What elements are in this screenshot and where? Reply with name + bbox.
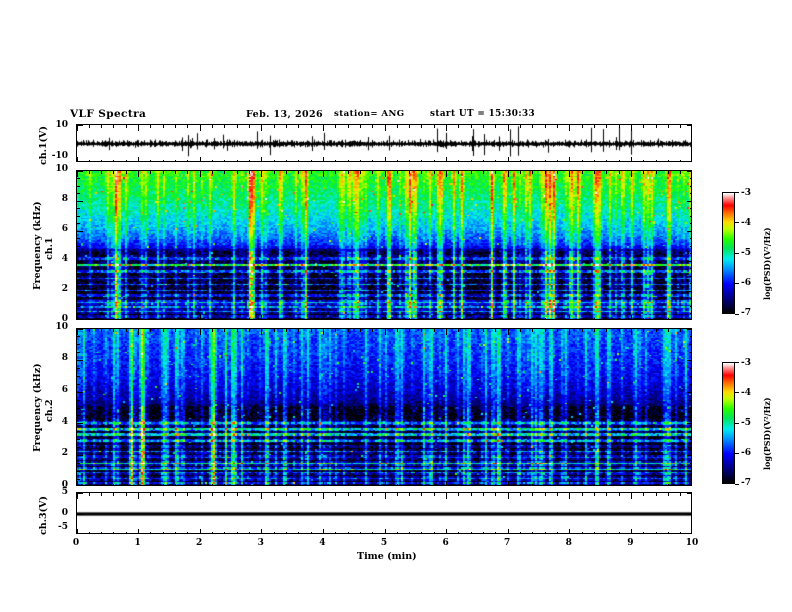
ch1-colorbar-title: log(PSD)(V²/Hz) <box>762 227 772 300</box>
ch1-freq-tick-0: 0 <box>61 314 68 324</box>
colorbar-tick <box>735 483 739 485</box>
x-axis-tick-label: 0 <box>72 538 80 548</box>
ch1-waveform-panel <box>76 124 692 162</box>
ch1-wave-tick-10: 10 <box>55 120 68 130</box>
x-axis-tick-label: 3 <box>257 538 264 548</box>
x-axis-tick-label: 8 <box>565 538 572 548</box>
ch1-channel-axis-label: ch.1 <box>44 237 55 260</box>
ch1-cbar-tick-m3: -3 <box>741 188 751 198</box>
ch2-cbar-tick-m4: -4 <box>741 388 751 398</box>
ch2-colorbar-canvas <box>723 363 734 483</box>
x-axis-tick-label: 6 <box>442 538 449 548</box>
ch1-spectrogram-canvas <box>77 171 691 319</box>
start-ut-label: start UT = 15:30:33 <box>430 109 536 119</box>
ch2-cbar-tick-m7: -7 <box>741 478 751 488</box>
colorbar-tick <box>735 283 739 285</box>
ch2-cbar-tick-m3: -3 <box>741 358 751 368</box>
x-axis-tick-label: 7 <box>504 538 511 548</box>
ch2-spectrogram-panel <box>76 328 692 486</box>
colorbar-tick <box>735 361 739 363</box>
ch1-wave-axis-title: ch.1(V) <box>38 126 49 165</box>
ch1-wave-tick-m10: -10 <box>51 151 68 161</box>
ch3-waveform-canvas <box>77 493 691 533</box>
ch1-cbar-tick-m6: -6 <box>741 278 751 288</box>
x-axis-tick-label: 2 <box>196 538 203 548</box>
ch1-freq-tick-8: 8 <box>61 194 68 204</box>
ch2-colorbar-title: log(PSD)(V²/Hz) <box>762 397 772 470</box>
ch1-colorbar <box>722 192 735 314</box>
ch1-freq-tick-10: 10 <box>55 164 68 174</box>
ch1-cbar-tick-m7: -7 <box>741 308 751 318</box>
colorbar-tick <box>735 392 739 394</box>
ch3-wave-tick-5: 5 <box>61 487 68 497</box>
ch2-cbar-tick-m6: -6 <box>741 448 751 458</box>
ch1-freq-tick-2: 2 <box>61 284 68 294</box>
colorbar-tick <box>735 453 739 455</box>
ch1-freq-tick-4: 4 <box>61 254 68 264</box>
x-axis-tick-label: 5 <box>380 538 388 548</box>
ch2-freq-tick-8: 8 <box>61 353 68 363</box>
ch3-wave-tick-m5: -5 <box>58 522 68 532</box>
ch3-waveform-panel <box>76 492 692 534</box>
ch2-freq-axis-title: Frequency (kHz) <box>32 363 43 452</box>
colorbar-tick <box>735 222 739 224</box>
ch2-freq-tick-2: 2 <box>61 448 68 458</box>
ch2-cbar-tick-m5: -5 <box>741 418 751 428</box>
ch2-channel-axis-label: ch.2 <box>44 399 55 422</box>
ch1-freq-axis-title: Frequency (kHz) <box>32 201 43 290</box>
page-title: VLF Spectra <box>70 108 147 120</box>
colorbar-tick <box>735 422 739 424</box>
ch1-freq-tick-6: 6 <box>61 224 68 234</box>
ch2-freq-tick-10: 10 <box>55 322 68 332</box>
ch1-colorbar-canvas <box>723 193 734 313</box>
colorbar-tick <box>735 252 739 254</box>
ch2-colorbar <box>722 362 735 484</box>
colorbar-tick <box>735 191 739 193</box>
x-axis-title: Time (min) <box>357 551 417 562</box>
x-axis-tick-label: 1 <box>134 538 141 548</box>
x-axis-tick-label: 9 <box>627 538 634 548</box>
ch2-freq-tick-4: 4 <box>61 417 68 427</box>
ch1-spectrogram-panel <box>76 170 692 320</box>
station-label: station= ANG <box>334 109 405 119</box>
ch2-freq-tick-0: 0 <box>61 480 68 490</box>
ch2-spectrogram-canvas <box>77 329 691 485</box>
ch1-cbar-tick-m5: -5 <box>741 248 751 258</box>
colorbar-tick <box>735 313 739 315</box>
ch1-waveform-canvas <box>77 125 691 161</box>
ch1-cbar-tick-m4: -4 <box>741 218 751 228</box>
ch3-wave-tick-0: 0 <box>61 508 68 518</box>
ch3-wave-axis-title: ch.3(V) <box>38 496 49 535</box>
x-axis-tick-label: 10 <box>685 538 699 548</box>
observation-date: Feb. 13, 2026 <box>246 109 324 120</box>
ch2-freq-tick-6: 6 <box>61 385 68 395</box>
x-axis-tick-label: 4 <box>319 538 326 548</box>
